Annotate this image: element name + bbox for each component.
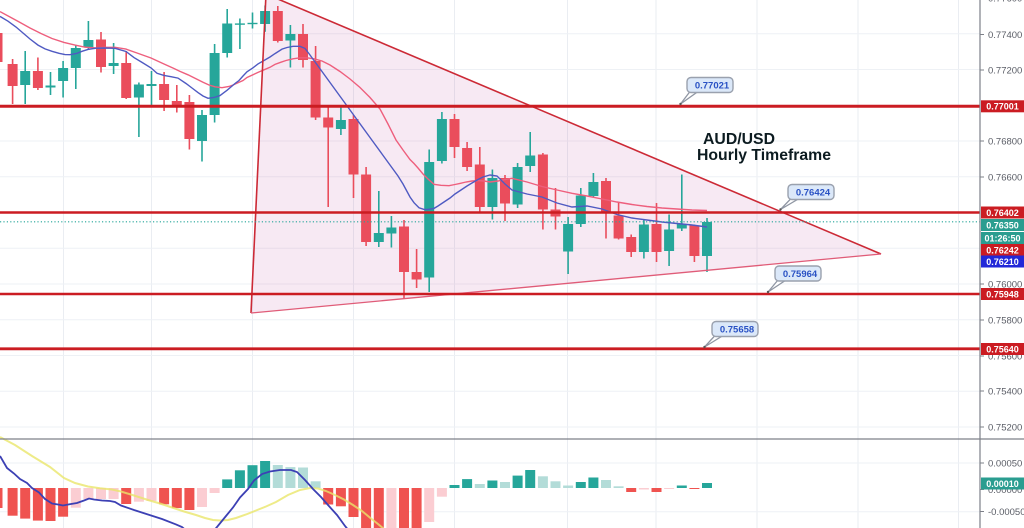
svg-text:0.75948: 0.75948 [986,289,1019,299]
svg-text:0.76600: 0.76600 [988,172,1022,183]
svg-text:0.77001: 0.77001 [986,102,1019,112]
svg-text:-0.00050: -0.00050 [988,507,1024,518]
svg-text:0.75600: 0.75600 [988,351,1022,362]
svg-text:0.77200: 0.77200 [988,65,1022,76]
svg-text:0.75200: 0.75200 [988,422,1022,433]
svg-text:0.75964: 0.75964 [783,269,818,280]
svg-text:0.76242: 0.76242 [986,245,1019,255]
svg-text:0.00000: 0.00000 [988,485,1022,496]
svg-text:0.00010: 0.00010 [986,479,1019,489]
svg-text:0.77400: 0.77400 [988,30,1022,41]
svg-text:0.76424: 0.76424 [796,188,831,199]
svg-text:0.75658: 0.75658 [720,325,754,336]
svg-text:0.75400: 0.75400 [988,386,1022,397]
svg-text:0.77021: 0.77021 [695,81,730,92]
svg-text:0.75800: 0.75800 [988,315,1022,326]
svg-text:0.76350: 0.76350 [986,220,1019,230]
svg-text:0.77600: 0.77600 [988,0,1022,4]
svg-text:0.76000: 0.76000 [988,279,1022,290]
svg-text:AUD/USD: AUD/USD [703,131,775,148]
svg-text:0.00050: 0.00050 [988,458,1022,469]
svg-text:0.76210: 0.76210 [986,257,1019,267]
svg-text:Hourly Timeframe: Hourly Timeframe [697,147,831,164]
svg-text:01:26:50: 01:26:50 [984,233,1020,243]
svg-text:0.76402: 0.76402 [986,208,1019,218]
svg-text:0.75640: 0.75640 [986,344,1019,354]
svg-text:0.76800: 0.76800 [988,136,1022,147]
